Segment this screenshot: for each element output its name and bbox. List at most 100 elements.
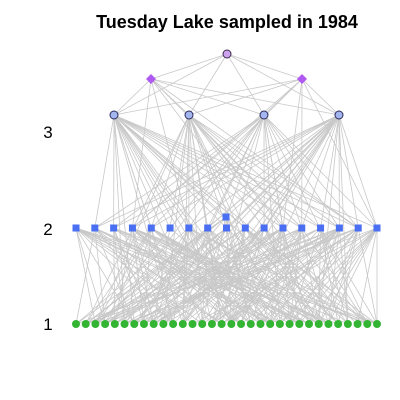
basal-species-node: [373, 320, 381, 328]
trophic-link: [95, 227, 152, 325]
y-tick-label-1: 1: [43, 315, 52, 334]
species-nodes: [72, 49, 381, 328]
trophic-link: [94, 114, 115, 229]
trophic-link: [188, 114, 349, 325]
trophic-link: [150, 227, 271, 325]
trophic-link: [104, 227, 152, 325]
trophic-link: [188, 114, 340, 229]
trophic-links: [75, 53, 378, 325]
trophic-link: [221, 227, 378, 325]
level3-species-node: [334, 110, 344, 120]
trophic-link: [151, 227, 310, 325]
trophic-link: [132, 227, 300, 325]
level2-species-node: [204, 224, 212, 232]
trophic-link: [124, 227, 378, 325]
trophic-link: [225, 114, 340, 218]
trophic-link: [318, 114, 340, 325]
basal-species-node: [353, 320, 362, 328]
trophic-link: [150, 53, 228, 80]
level2-species-node: [147, 224, 155, 232]
level2-species-node: [298, 224, 306, 232]
trophic-link: [182, 227, 209, 325]
level2-species-node: [72, 224, 80, 232]
trophic-link: [150, 78, 265, 229]
trophic-link: [132, 227, 261, 325]
trophic-link: [207, 114, 340, 229]
trophic-link: [182, 114, 190, 325]
level2-species-node: [335, 224, 343, 232]
trophic-link: [289, 227, 378, 325]
trophic-link: [282, 78, 303, 229]
trophic-link: [75, 227, 135, 325]
level2-species-node: [110, 224, 118, 232]
trophic-link: [113, 114, 190, 229]
trophic-link: [143, 227, 152, 325]
level2-species-node: [166, 224, 174, 232]
basal-species-node: [295, 320, 304, 328]
level2-species-node: [373, 224, 381, 232]
basal-species-node: [363, 320, 372, 328]
trophic-link: [328, 227, 378, 325]
chart-title: Tuesday Lake sampled in 1984: [96, 12, 358, 32]
basal-species-node: [110, 320, 119, 328]
trophic-link: [75, 216, 227, 325]
basal-species-node: [178, 320, 187, 328]
trophic-link: [113, 114, 171, 229]
upper-species-node: [297, 74, 307, 84]
basal-species-node: [159, 320, 168, 328]
trophic-link: [188, 114, 321, 229]
trophic-link: [132, 114, 340, 229]
trophic-link: [279, 227, 378, 325]
basal-species-node: [343, 320, 352, 328]
trophic-link: [328, 227, 340, 325]
trophic-link: [226, 53, 340, 116]
level2-species-node: [222, 213, 230, 221]
basal-species-node: [120, 320, 129, 328]
trophic-link: [153, 114, 190, 325]
trophic-link: [113, 114, 232, 325]
basal-species-node: [72, 320, 80, 328]
trophic-link: [75, 227, 106, 325]
level2-species-node: [223, 224, 230, 232]
trophic-link: [226, 53, 265, 116]
trophic-link: [151, 227, 319, 325]
trophic-link: [188, 114, 368, 325]
trophic-link: [188, 53, 228, 116]
trophic-link: [113, 114, 261, 325]
level2-species-node: [128, 224, 136, 232]
trophic-link: [113, 114, 271, 325]
trophic-link: [113, 227, 125, 325]
upper-species-node: [146, 74, 156, 84]
trophic-link: [150, 78, 303, 229]
trophic-link: [338, 114, 349, 325]
basal-species-node: [275, 320, 284, 328]
trophic-link: [104, 114, 265, 325]
trophic-link: [113, 114, 174, 325]
basal-species-node: [285, 320, 294, 328]
trophic-link: [207, 227, 300, 325]
level2-species-node: [91, 224, 99, 232]
level2-species-node: [279, 224, 287, 232]
trophic-link: [113, 114, 203, 325]
trophic-link: [85, 227, 302, 325]
level3-species-node: [109, 110, 119, 120]
trophic-link: [301, 78, 378, 229]
trophic-link: [182, 114, 340, 325]
trophic-link: [113, 78, 303, 116]
trophic-link: [263, 114, 281, 325]
trophic-link: [113, 114, 340, 229]
trophic-link: [226, 114, 340, 229]
trophic-link: [113, 227, 242, 325]
trophic-link: [188, 114, 271, 325]
trophic-link: [85, 114, 190, 325]
trophic-link: [150, 78, 359, 229]
trophic-link: [75, 227, 174, 325]
trophic-link: [225, 216, 261, 325]
trophic-link: [94, 114, 265, 229]
trophic-link: [188, 114, 203, 325]
basal-species-node: [149, 320, 158, 328]
trophic-link: [95, 216, 227, 325]
basal-species-node: [130, 320, 139, 328]
y-tick-label-3: 3: [43, 123, 52, 142]
